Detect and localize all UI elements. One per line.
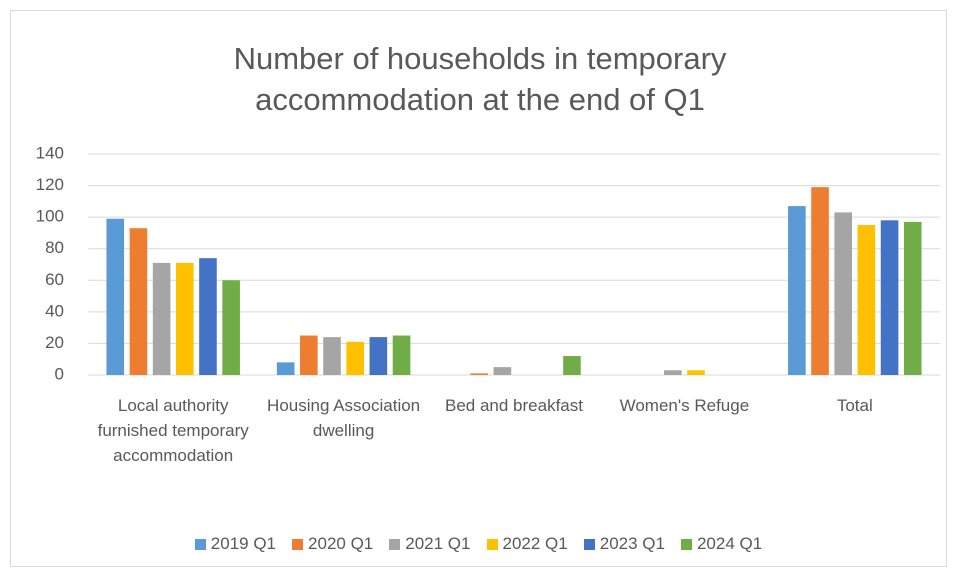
legend-swatch (292, 538, 304, 550)
x-tick-label: Women's Refuge (619, 396, 750, 415)
legend: 2019 Q1 2020 Q1 2021 Q1 2022 Q1 2023 Q1 2024 … (0, 534, 957, 554)
legend-label: 2024 Q1 (696, 534, 763, 553)
bar (834, 212, 853, 375)
bar (903, 221, 922, 375)
bar (687, 370, 705, 375)
chart-title: Number of households in temporary accomm… (233, 41, 727, 117)
bar (222, 280, 240, 375)
bar (811, 187, 829, 375)
y-tick-label: 120 (36, 175, 64, 194)
legend-item: 2022 Q1 (486, 534, 568, 554)
x-tick-label: Local authority furnished temporary acco… (97, 396, 249, 465)
bar (392, 335, 411, 375)
x-tick-label: Total (836, 396, 873, 415)
y-tick-label: 40 (45, 301, 64, 320)
legend-item: 2019 Q1 (194, 534, 277, 554)
y-tick-label: 60 (45, 270, 64, 289)
bar (152, 262, 171, 375)
bar (563, 356, 581, 375)
legend-swatch (194, 538, 206, 550)
bar (346, 341, 364, 375)
legend-label: 2022 Q1 (502, 534, 568, 553)
bar (129, 228, 148, 375)
bar (323, 337, 341, 375)
chart-border (10, 10, 947, 567)
legend-item: 2024 Q1 (680, 534, 763, 554)
x-tick-label: Bed and breakfast (445, 396, 583, 415)
legend-swatch (680, 538, 692, 550)
legend-label: 2021 Q1 (405, 534, 471, 553)
legend-label: 2020 Q1 (308, 534, 374, 553)
legend-item: 2020 Q1 (292, 534, 373, 554)
bar (664, 370, 682, 375)
legend-swatch (486, 538, 498, 550)
legend-item: 2021 Q1 (389, 534, 471, 554)
legend-swatch (583, 538, 595, 550)
bar (199, 258, 217, 375)
bar (880, 220, 899, 375)
x-tick-label: Housing Association dwelling (267, 396, 421, 440)
y-tick-label: 140 (36, 143, 64, 162)
y-tick-label: 20 (45, 333, 64, 352)
bar (300, 335, 318, 375)
bar (175, 262, 194, 375)
bar (106, 218, 125, 375)
bar (369, 337, 388, 375)
bar (493, 367, 512, 375)
legend-item: 2023 Q1 (583, 534, 665, 554)
y-tick-label: 80 (45, 238, 64, 257)
y-tick-label: 0 (55, 364, 64, 383)
legend-swatch (389, 538, 401, 550)
bar (857, 225, 876, 375)
legend-label: 2023 Q1 (599, 534, 665, 553)
y-tick-label: 100 (36, 207, 64, 226)
bar (788, 206, 806, 375)
bar (470, 373, 489, 375)
bar (276, 362, 295, 375)
legend-label: 2019 Q1 (210, 534, 277, 553)
